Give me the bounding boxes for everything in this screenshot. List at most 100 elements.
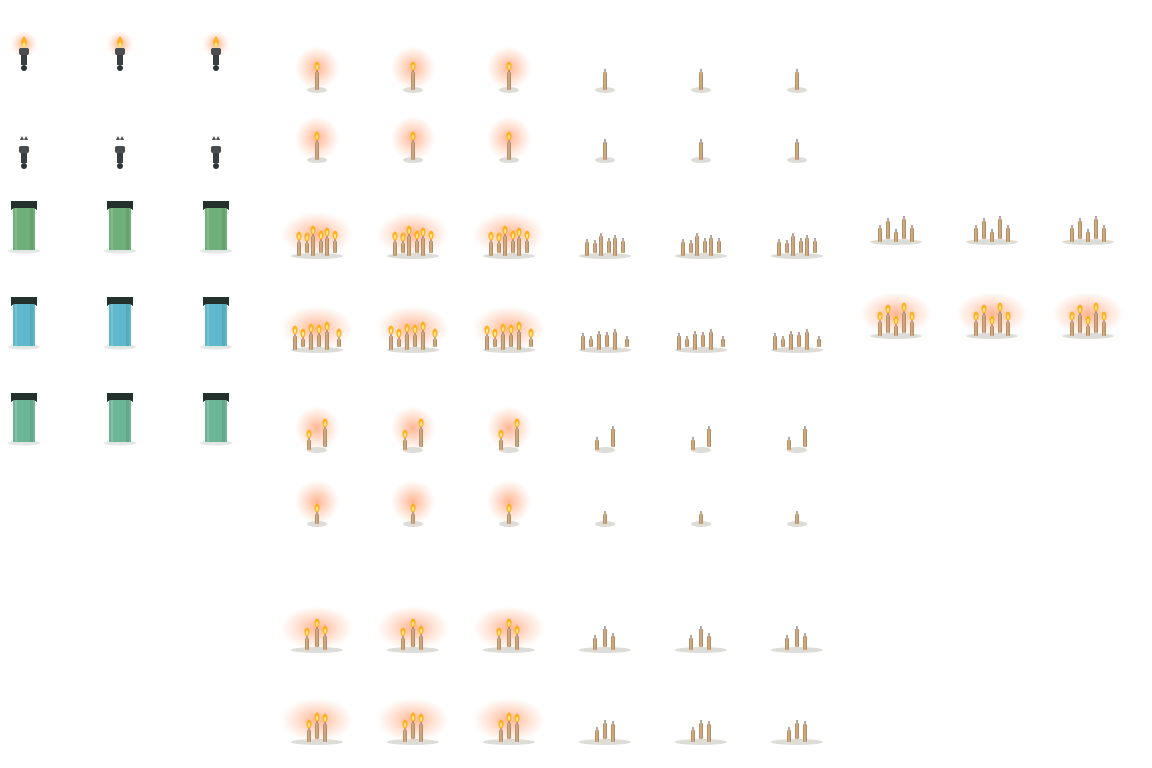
short-candle-icon <box>691 511 711 527</box>
candle-cluster-alt-lit-sprite <box>1048 292 1128 344</box>
banner-mint-icon <box>104 393 136 446</box>
candle-cluster-unlit-sprite <box>661 212 741 264</box>
short-candle-icon <box>787 511 807 527</box>
wall-torch-unlit-sprite <box>192 128 240 188</box>
triple-candles-icon <box>281 606 353 653</box>
short-candle-unlit-sprite <box>661 480 741 532</box>
wall-torch-lit-sprite <box>96 30 144 90</box>
twin-candles-unlit-sprite <box>757 406 837 458</box>
triple-candles-unlit-sprite <box>661 606 741 658</box>
candle-row-icon <box>473 306 545 353</box>
banner-green-icon <box>200 201 232 254</box>
short-candle-unlit-sprite <box>757 480 837 532</box>
single-candle-lit-sprite <box>373 46 453 98</box>
candle-cluster-alt-icon <box>966 216 1018 245</box>
candle-cluster-icon <box>579 233 631 259</box>
triple-candles-lit-sprite <box>277 606 357 658</box>
banner-teal-sprite <box>0 294 48 354</box>
banner-mint-icon <box>8 393 40 446</box>
candle-row-icon <box>675 329 727 353</box>
candle-row-lit-sprite <box>469 306 549 358</box>
torch-lit-icon <box>11 31 37 71</box>
triple-candles-lit-sprite <box>373 606 453 658</box>
candle-icon <box>691 139 711 163</box>
banner-teal-sprite <box>192 294 240 354</box>
twin-candles-icon <box>487 406 531 453</box>
triple-candles-icon <box>675 626 727 653</box>
candle-icon <box>295 46 339 93</box>
banner-green-icon <box>8 201 40 254</box>
twin-candles-unlit-sprite <box>565 406 645 458</box>
short-candle-lit-sprite <box>373 480 453 532</box>
single-candle-unlit-sprite <box>757 116 837 168</box>
triple-candles-low-unlit-sprite <box>565 698 645 750</box>
single-candle-unlit-sprite <box>661 46 741 98</box>
candle-row-unlit-sprite <box>661 306 741 358</box>
torch-unlit-icon <box>19 136 29 169</box>
short-candle-icon <box>295 480 339 527</box>
candle-icon <box>787 69 807 93</box>
candle-cluster-lit-sprite <box>469 212 549 264</box>
candle-cluster-alt-lit-sprite <box>856 292 936 344</box>
wall-torch-lit-sprite <box>192 30 240 90</box>
candle-cluster-unlit-sprite <box>565 212 645 264</box>
single-candle-lit-sprite <box>373 116 453 168</box>
twin-candles-icon <box>595 426 615 453</box>
candle-icon <box>391 116 435 163</box>
single-candle-unlit-sprite <box>757 46 837 98</box>
candle-cluster-icon <box>675 233 727 259</box>
triple-candles-icon <box>579 626 631 653</box>
candle-icon <box>391 46 435 93</box>
candle-cluster-alt-unlit-sprite <box>1048 198 1128 250</box>
single-candle-lit-sprite <box>277 116 357 168</box>
banner-green-sprite <box>96 198 144 258</box>
candle-row-unlit-sprite <box>565 306 645 358</box>
banner-green-sprite <box>192 198 240 258</box>
banner-green-icon <box>104 201 136 254</box>
triple-candles-low-unlit-sprite <box>757 698 837 750</box>
short-candle-icon <box>595 511 615 527</box>
banner-teal-icon <box>200 297 232 350</box>
twin-candles-icon <box>691 426 711 453</box>
single-candle-lit-sprite <box>469 116 549 168</box>
candle-cluster-alt-icon <box>870 216 922 245</box>
candle-row-icon <box>377 306 449 353</box>
banner-mint-sprite <box>0 390 48 450</box>
banner-teal-icon <box>8 297 40 350</box>
candle-cluster-icon <box>281 212 353 259</box>
twin-candles-icon <box>295 406 339 453</box>
candle-cluster-alt-unlit-sprite <box>952 198 1032 250</box>
short-candle-icon <box>487 480 531 527</box>
torch-unlit-icon <box>211 136 221 169</box>
short-candle-icon <box>391 480 435 527</box>
candle-cluster-unlit-sprite <box>757 212 837 264</box>
candle-cluster-alt-icon <box>956 292 1028 339</box>
single-candle-lit-sprite <box>469 46 549 98</box>
triple-candles-low-lit-sprite <box>277 698 357 750</box>
single-candle-lit-sprite <box>277 46 357 98</box>
triple-candles-low-lit-sprite <box>469 698 549 750</box>
candle-row-icon <box>579 329 631 353</box>
candle-cluster-alt-lit-sprite <box>952 292 1032 344</box>
candle-cluster-lit-sprite <box>373 212 453 264</box>
triple-candles-unlit-sprite <box>565 606 645 658</box>
banner-teal-icon <box>104 297 136 350</box>
triple-candles-low-icon <box>675 720 727 745</box>
twin-candles-icon <box>391 406 435 453</box>
triple-candles-low-unlit-sprite <box>661 698 741 750</box>
triple-candles-low-icon <box>771 720 823 745</box>
twin-candles-lit-sprite <box>277 406 357 458</box>
candle-cluster-lit-sprite <box>277 212 357 264</box>
short-candle-lit-sprite <box>469 480 549 532</box>
candle-icon <box>295 116 339 163</box>
twin-candles-lit-sprite <box>373 406 453 458</box>
triple-candles-low-icon <box>281 698 353 745</box>
candle-icon <box>691 69 711 93</box>
triple-candles-low-icon <box>579 720 631 745</box>
twin-candles-unlit-sprite <box>661 406 741 458</box>
candle-cluster-alt-unlit-sprite <box>856 198 936 250</box>
candle-icon <box>787 139 807 163</box>
single-candle-unlit-sprite <box>565 46 645 98</box>
candle-icon <box>487 116 531 163</box>
torch-unlit-icon <box>115 136 125 169</box>
